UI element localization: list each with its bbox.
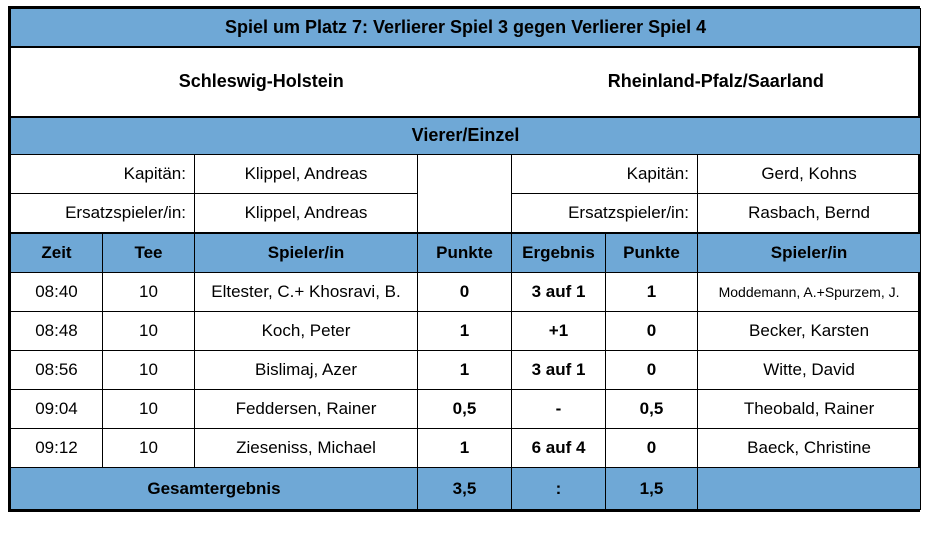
table-row: 09:04 10 Feddersen, Rainer 0,5 - 0,5 The…: [10, 389, 922, 429]
cell-points-home: 1: [417, 350, 512, 390]
home-substitute-label: Ersatzspieler/in:: [10, 193, 195, 233]
home-team-name: Schleswig-Holstein: [10, 45, 512, 118]
cell-tee: 10: [102, 311, 195, 351]
table-row: 08:48 10 Koch, Peter 1 +1 0 Becker, Kars…: [10, 311, 922, 351]
away-captain-value: Gerd, Kohns: [696, 154, 922, 194]
result-sheet: Spiel um Platz 7: Verlierer Spiel 3 gege…: [8, 6, 922, 512]
cell-player-home: Bislimaj, Azer: [194, 350, 418, 390]
cell-time: 08:48: [10, 311, 103, 351]
home-captain-value: Klippel, Andreas: [194, 154, 418, 194]
cell-result: +1: [511, 311, 606, 351]
cell-player-away: Moddemann, A.+Spurzem, J.: [696, 272, 922, 312]
cell-result: 3 auf 1: [511, 350, 606, 390]
home-captain-label: Kapitän:: [10, 154, 195, 194]
header-player-away: Spieler/in: [696, 231, 922, 273]
cell-time: 08:40: [10, 272, 103, 312]
total-label: Gesamtergebnis: [10, 467, 418, 510]
cell-player-home: Koch, Peter: [194, 311, 418, 351]
cell-player-home: Zieseniss, Michael: [194, 428, 418, 468]
title-row: Spiel um Platz 7: Verlierer Spiel 3 gege…: [9, 8, 922, 47]
total-separator: :: [511, 467, 606, 510]
table-row: 08:40 10 Eltester, C.+ Khosravi, B. 0 3 …: [10, 272, 922, 312]
cell-points-home: 0,5: [417, 389, 512, 429]
cell-player-away: Becker, Karsten: [696, 311, 922, 351]
teams-row: Schleswig-Holstein Rheinland-Pfalz/Saarl…: [10, 45, 922, 118]
away-substitute-value: Rasbach, Bernd: [696, 193, 922, 233]
header-tee: Tee: [102, 231, 195, 273]
cell-tee: 10: [102, 350, 195, 390]
cell-result: -: [511, 389, 606, 429]
table-row: 09:12 10 Zieseniss, Michael 1 6 auf 4 0 …: [10, 428, 922, 468]
cell-points-away: 0: [605, 428, 698, 468]
substitute-row: Ersatzspieler/in: Klippel, Andreas Ersat…: [10, 193, 922, 233]
cell-tee: 10: [102, 389, 195, 429]
header-points-home: Punkte: [417, 231, 512, 273]
cell-points-away: 0: [605, 350, 698, 390]
cell-points-away: 1: [605, 272, 698, 312]
cell-points-away: 0: [605, 311, 698, 351]
cell-time: 08:56: [10, 350, 103, 390]
cell-result: 6 auf 4: [511, 428, 606, 468]
section-title: Vierer/Einzel: [9, 116, 922, 155]
column-header-row: Zeit Tee Spieler/in Punkte Ergebnis Punk…: [10, 231, 922, 273]
total-row: Gesamtergebnis 3,5 : 1,5: [10, 467, 922, 510]
cell-time: 09:12: [10, 428, 103, 468]
cell-result: 3 auf 1: [511, 272, 606, 312]
cell-points-home: 1: [417, 311, 512, 351]
captain-row: Kapitän: Klippel, Andreas Kapitän: Gerd,…: [10, 154, 922, 233]
cell-points-away: 0,5: [605, 389, 698, 429]
cell-points-home: 1: [417, 428, 512, 468]
home-substitute-value: Klippel, Andreas: [194, 193, 418, 233]
cell-time: 09:04: [10, 389, 103, 429]
away-team-name: Rheinland-Pfalz/Saarland: [511, 45, 922, 118]
result-table: Spiel um Platz 7: Verlierer Spiel 3 gege…: [9, 8, 922, 510]
cell-player-away: Baeck, Christine: [696, 428, 922, 468]
header-result: Ergebnis: [511, 231, 606, 273]
cell-tee: 10: [102, 428, 195, 468]
section-row: Vierer/Einzel: [9, 116, 922, 155]
cell-player-home: Eltester, C.+ Khosravi, B.: [194, 272, 418, 312]
header-points-away: Punkte: [605, 231, 698, 273]
header-time: Zeit: [10, 231, 103, 273]
center-spacer: [417, 154, 512, 233]
header-player-home: Spieler/in: [194, 231, 418, 273]
away-captain-label: Kapitän:: [511, 154, 698, 194]
away-substitute-label: Ersatzspieler/in:: [511, 193, 698, 233]
cell-points-home: 0: [417, 272, 512, 312]
total-home: 3,5: [417, 467, 512, 510]
cell-player-home: Feddersen, Rainer: [194, 389, 418, 429]
total-away: 1,5: [605, 467, 698, 510]
cell-player-away: Theobald, Rainer: [696, 389, 922, 429]
cell-player-away: Witte, David: [696, 350, 922, 390]
total-empty-cell: [696, 467, 922, 510]
page-title: Spiel um Platz 7: Verlierer Spiel 3 gege…: [9, 8, 922, 47]
table-row: 08:56 10 Bislimaj, Azer 1 3 auf 1 0 Witt…: [10, 350, 922, 390]
cell-tee: 10: [102, 272, 195, 312]
